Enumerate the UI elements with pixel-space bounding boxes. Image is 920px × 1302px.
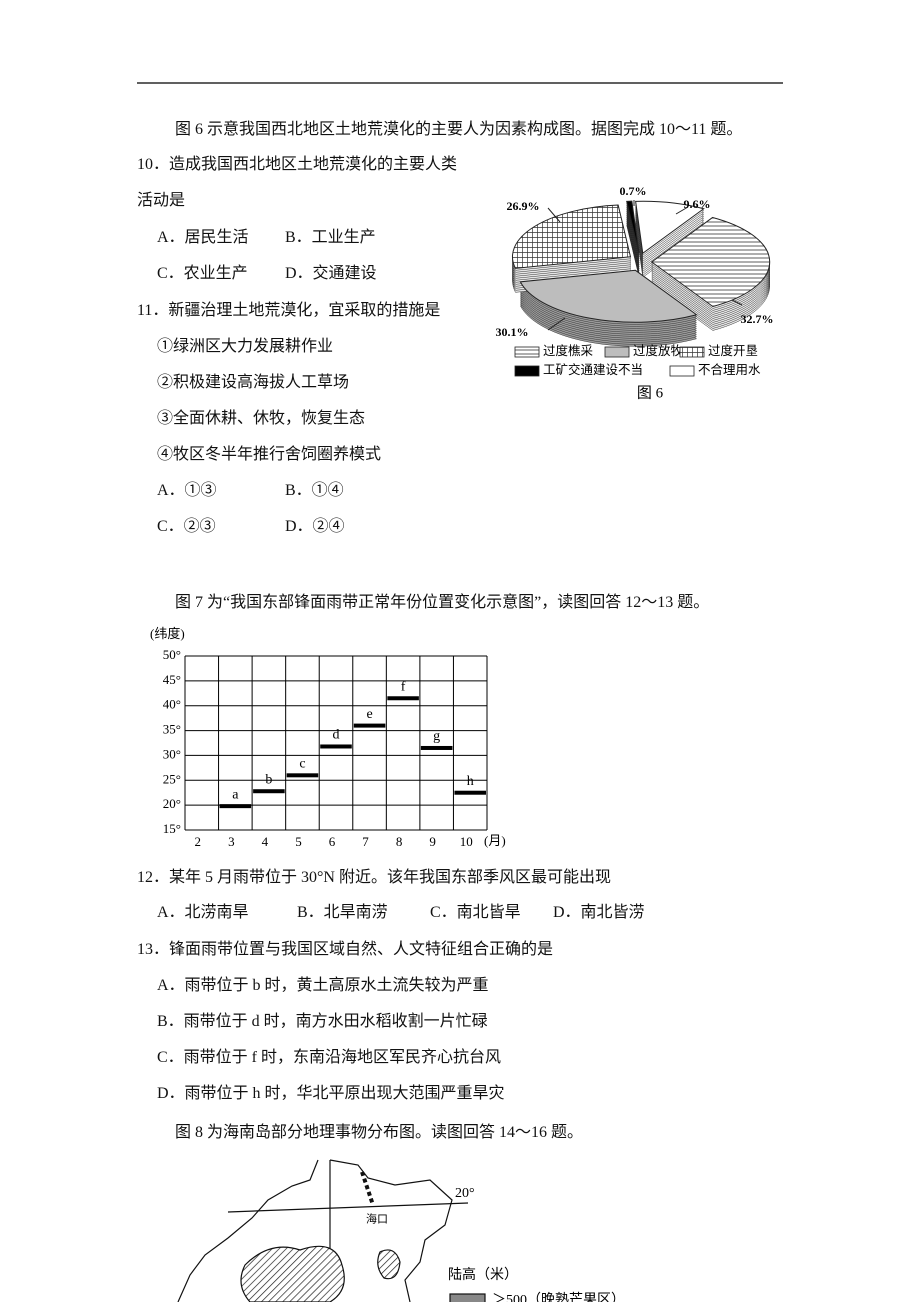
axis-title: (月): [484, 833, 506, 848]
legend-label: ＞500（晚熟芒果区）: [492, 1292, 625, 1302]
bar-label: b: [265, 772, 272, 787]
legend-label: 过度开垦: [708, 343, 758, 358]
value-label: 26.9%: [507, 199, 540, 213]
option: B．北旱南涝: [297, 904, 388, 921]
item: ③全面休耕、休牧，恢复生态: [157, 410, 366, 427]
x-tick-label: 8: [396, 834, 403, 849]
question-stem: 13．锋面雨带位置与我国区域自然、人文特征组合正确的是: [137, 941, 554, 958]
legend-label: 不合理用水: [698, 362, 761, 377]
y-tick-label: 20°: [163, 796, 181, 811]
option: A．①③: [157, 482, 217, 499]
x-tick-label: 5: [295, 834, 302, 849]
option: A．居民生活: [157, 229, 249, 246]
x-tick-label: 4: [262, 834, 269, 849]
option: C．农业生产: [157, 265, 248, 282]
option: C．南北皆旱: [430, 904, 521, 921]
bar-label: c: [299, 757, 305, 772]
question-stem: 10．造成我国西北地区土地荒漠化的主要人类: [137, 156, 458, 173]
question-stem: 11．新疆治理土地荒漠化，宜采取的措施是: [137, 302, 441, 319]
bar-label: a: [232, 787, 239, 802]
x-tick-label: 2: [195, 834, 202, 849]
option: D．交通建设: [285, 265, 377, 282]
pie-slice: [511, 204, 632, 269]
intro: 图 6 示意我国西北地区土地荒漠化的主要人为因素构成图。据图完成 10～11 题…: [175, 121, 743, 138]
bar-label: f: [401, 679, 406, 694]
option: D．②④: [285, 518, 345, 535]
item: ①绿洲区大力发展耕作业: [157, 338, 334, 355]
legend-swatch: [604, 346, 630, 358]
bar-label: d: [333, 728, 340, 743]
option: B．工业生产: [285, 229, 376, 246]
option: B．①④: [285, 482, 344, 499]
bar-label: g: [433, 729, 440, 744]
pie-slice: [650, 216, 771, 308]
option: D．雨带位于 h 时，华北平原出现大范围严重旱灾: [157, 1085, 505, 1102]
pie-slice: [519, 269, 698, 323]
question-stem: 12．某年 5 月雨带位于 30°N 附近。该年我国东部季风区最可能出现: [137, 869, 611, 886]
map: [177, 1159, 486, 1302]
pie-slice: [626, 200, 640, 254]
option: C．雨带位于 f 时，东南沿海地区军民齐心抗台风: [157, 1049, 502, 1066]
map-label: 海口: [366, 1212, 388, 1226]
y-tick-label: 35°: [163, 722, 181, 737]
value-label: 30.1%: [496, 325, 529, 339]
leader-line: [675, 206, 689, 215]
y-tick-label: 45°: [163, 672, 181, 687]
rain-belt: [420, 745, 453, 750]
legend-swatch: [679, 346, 705, 358]
leader-line: [547, 317, 566, 331]
y-tick-label: 50°: [163, 647, 181, 662]
legend-label: 过度樵采: [543, 343, 594, 358]
option: A．雨带位于 b 时，黄土高原水土流失较为严重: [157, 977, 489, 994]
y-tick-label: 15°: [163, 821, 181, 836]
pie-slice: [635, 200, 705, 255]
legend-swatch: [514, 346, 540, 358]
x-tick-label: 3: [228, 834, 235, 849]
rain-belt: [353, 723, 386, 728]
rain-belt: [320, 744, 352, 749]
y-tick-label: 40°: [163, 697, 181, 712]
figure-caption: 图 6: [637, 384, 664, 401]
question-stem: 活动是: [137, 192, 186, 209]
axis-title: (纬度): [150, 626, 185, 641]
x-tick-label: 6: [329, 834, 336, 849]
bar-label: e: [366, 707, 372, 722]
y-tick-label: 30°: [163, 746, 181, 761]
x-tick-label: 10: [460, 834, 473, 849]
legend-label: 工矿交通建设不当: [543, 362, 643, 377]
option: D．南北皆涝: [553, 904, 645, 921]
leader-line: [731, 299, 743, 306]
item: ④牧区冬半年推行舍饲圈养模式: [157, 446, 382, 463]
legend-swatch: [669, 365, 695, 377]
value-label: 32.7%: [741, 312, 774, 326]
option: B．雨带位于 d 时，南方水田水稻收割一片忙碌: [157, 1013, 488, 1030]
item: ②积极建设高海拔人工草场: [157, 374, 350, 391]
intro: 图 8 为海南岛部分地理事物分布图。读图回答 14～16 题。: [175, 1124, 584, 1141]
x-tick-label: 9: [429, 834, 436, 849]
option: C．②③: [157, 518, 216, 535]
value-label: 0.7%: [620, 184, 647, 198]
leader-line: [547, 207, 561, 223]
rain-belt: [286, 773, 319, 778]
legend-label: 过度放牧: [633, 343, 684, 358]
bar-label: h: [467, 774, 474, 789]
intro: 图 7 为“我国东部锋面雨带正常年份位置变化示意图”，读图回答 12～13 题。: [175, 594, 710, 611]
legend-title: 陆高（米）: [448, 1266, 518, 1283]
rain-belt: [219, 804, 252, 809]
rain-belt: [387, 696, 419, 701]
option: A．北涝南旱: [157, 904, 249, 921]
value-label: 9.6%: [684, 197, 711, 211]
y-tick-label: 25°: [163, 771, 181, 786]
map-label: 20°: [455, 1186, 475, 1201]
x-tick-label: 7: [362, 834, 369, 849]
rain-belt: [253, 789, 285, 794]
rain-belt: [454, 790, 486, 795]
legend-swatch: [514, 365, 540, 377]
